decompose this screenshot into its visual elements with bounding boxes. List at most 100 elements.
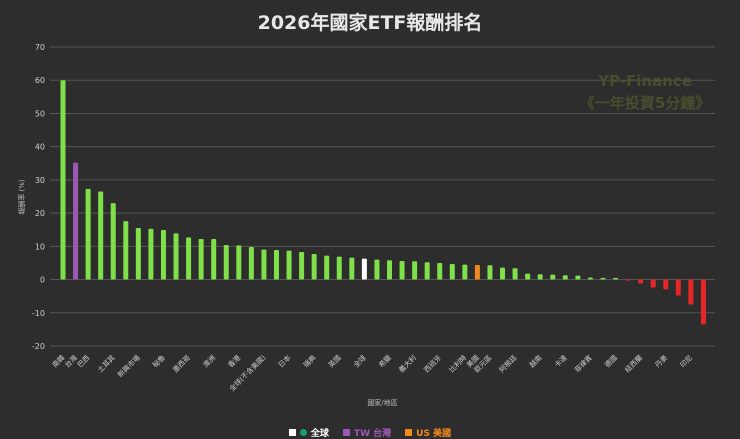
usa-swatch-icon xyxy=(405,429,413,436)
bar[interactable] xyxy=(500,267,506,280)
x-tick-label: 菲律賓 xyxy=(573,353,594,374)
x-tick-label: 新興市場 xyxy=(116,353,142,379)
x-tick-label: 紐西蘭 xyxy=(623,353,644,374)
bar[interactable] xyxy=(211,239,217,280)
legend-item-taiwan[interactable]: TW 台灣 xyxy=(342,426,392,439)
x-tick-label: 墨西哥 xyxy=(171,354,192,375)
bar[interactable] xyxy=(575,275,581,280)
bar[interactable] xyxy=(299,251,305,280)
bar[interactable] xyxy=(361,258,367,280)
bar[interactable] xyxy=(248,246,254,280)
y-tick-label: 60 xyxy=(35,76,45,85)
y-tick-label: 10 xyxy=(35,242,45,251)
x-tick-label: 瑞典 xyxy=(301,353,317,369)
bar[interactable] xyxy=(286,250,292,280)
bar[interactable] xyxy=(449,263,455,280)
bar[interactable] xyxy=(160,230,166,280)
bar[interactable] xyxy=(85,188,91,280)
bar[interactable] xyxy=(324,255,330,280)
y-tick-label: 30 xyxy=(35,176,45,185)
globe-icon xyxy=(299,429,307,436)
bar[interactable] xyxy=(700,279,706,325)
x-tick-label: 越南 xyxy=(527,353,543,369)
watermark-line1: YP-Finance xyxy=(598,72,692,90)
y-tick-label: -10 xyxy=(32,309,45,318)
bar[interactable] xyxy=(98,191,104,280)
bar[interactable] xyxy=(600,277,606,280)
bar[interactable] xyxy=(223,245,229,280)
bar[interactable] xyxy=(512,268,518,280)
bar[interactable] xyxy=(374,259,380,280)
bar[interactable] xyxy=(562,275,568,280)
bar[interactable] xyxy=(60,80,66,280)
bar[interactable] xyxy=(349,257,355,280)
legend-label: TW 台灣 xyxy=(353,429,392,439)
bar[interactable] xyxy=(424,262,430,280)
bar[interactable] xyxy=(537,274,543,280)
x-tick-label: 義大利 xyxy=(397,353,418,374)
x-tick-label: 丹麥 xyxy=(653,353,669,369)
legend-label: US 美國 xyxy=(416,429,452,439)
bar[interactable] xyxy=(663,279,669,290)
bar[interactable] xyxy=(273,249,279,280)
x-tick-label: 希臘 xyxy=(377,353,393,369)
x-tick-label: 澳洲 xyxy=(201,353,217,369)
legend-item-global[interactable]: 全球 xyxy=(288,426,329,439)
x-tick-label: 印尼 xyxy=(679,354,695,370)
y-tick-label: 70 xyxy=(35,43,45,52)
y-tick-label: -20 xyxy=(32,342,45,351)
bar[interactable] xyxy=(462,264,468,280)
x-tick-label: 南韓 xyxy=(50,353,66,369)
bar[interactable] xyxy=(412,261,418,280)
legend-label: 全球 xyxy=(310,429,329,439)
y-tick-label: 20 xyxy=(35,209,45,218)
bar[interactable] xyxy=(613,277,619,280)
y-axis-label: 報酬率 (%) xyxy=(17,179,26,215)
bar[interactable] xyxy=(625,279,631,281)
bar[interactable] xyxy=(236,245,242,280)
chart-title: 2026年國家ETF報酬排名 xyxy=(257,12,483,34)
x-tick-label: 德國 xyxy=(603,353,619,369)
bar[interactable] xyxy=(437,262,443,280)
x-axis-label: 國家/地區 xyxy=(367,398,397,407)
x-tick-label: 土耳其 xyxy=(95,353,116,374)
bar[interactable] xyxy=(525,273,531,280)
bar[interactable] xyxy=(487,265,493,280)
bar[interactable] xyxy=(587,277,593,280)
bar[interactable] xyxy=(311,253,317,280)
x-tick-label: 阿根廷 xyxy=(497,353,518,374)
bar[interactable] xyxy=(73,162,79,280)
bar[interactable] xyxy=(123,221,129,280)
bar[interactable] xyxy=(135,228,141,280)
bar[interactable] xyxy=(675,279,681,296)
watermark: YP-Finance 《一年投資5分鐘》 xyxy=(560,70,730,114)
global-swatch-icon xyxy=(288,429,296,436)
x-tick-label: 台灣 xyxy=(63,353,79,369)
bar[interactable] xyxy=(198,239,204,280)
bar[interactable] xyxy=(550,274,556,280)
x-tick-label: 卡達 xyxy=(552,353,568,369)
x-tick-label: 巴西 xyxy=(76,354,92,370)
bar[interactable] xyxy=(148,228,154,280)
bar[interactable] xyxy=(173,233,179,280)
bar[interactable] xyxy=(650,279,656,288)
bar[interactable] xyxy=(186,237,192,280)
bar[interactable] xyxy=(688,279,694,305)
bar[interactable] xyxy=(110,203,116,280)
bar[interactable] xyxy=(399,260,405,280)
taiwan-swatch-icon xyxy=(342,429,350,436)
bar[interactable] xyxy=(474,264,480,280)
y-tick-label: 40 xyxy=(35,143,45,152)
legend-item-usa[interactable]: US 美國 xyxy=(405,426,451,439)
bar[interactable] xyxy=(261,249,267,280)
bar[interactable] xyxy=(387,260,392,280)
bar[interactable] xyxy=(638,279,644,284)
bar[interactable] xyxy=(336,256,342,280)
x-tick-label: 日本 xyxy=(276,353,292,369)
y-tick-label: 0 xyxy=(40,276,45,285)
x-tick-label: 西班牙 xyxy=(422,353,443,374)
x-tick-label: 全球 xyxy=(352,353,368,369)
y-tick-label: 50 xyxy=(35,109,45,118)
x-tick-label: 英國 xyxy=(326,353,342,369)
